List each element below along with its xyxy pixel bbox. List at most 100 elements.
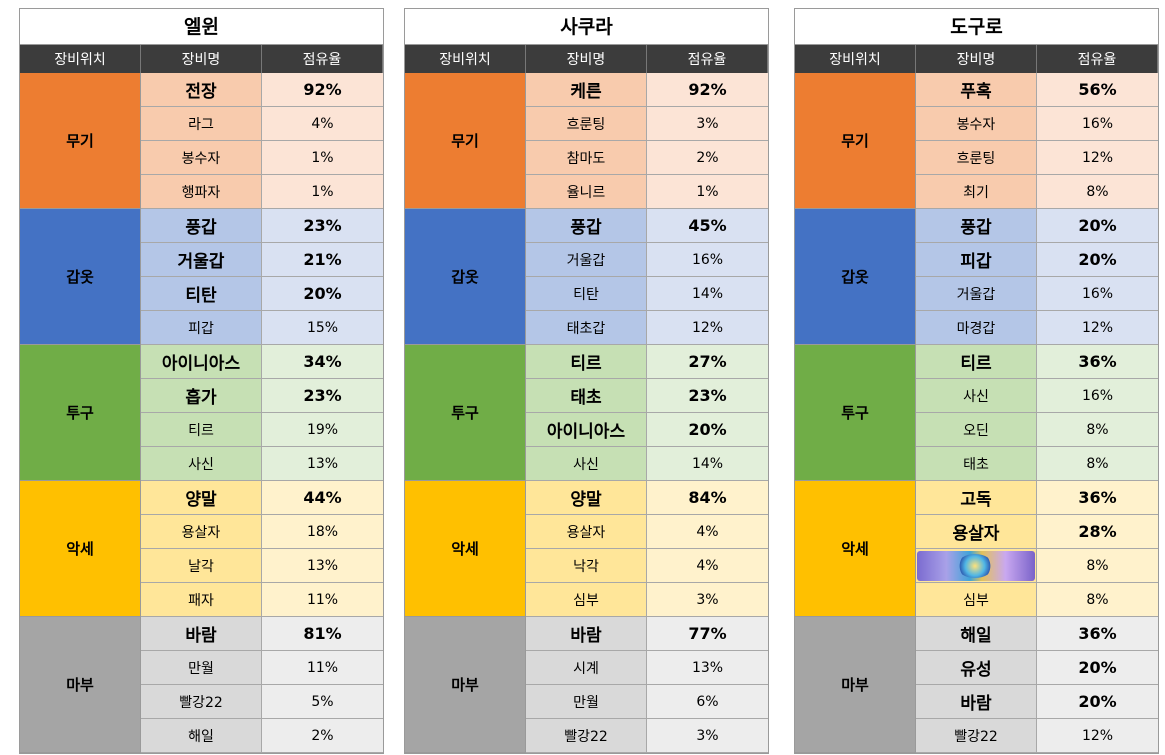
share-rate: 12% xyxy=(1037,311,1158,345)
item-name: 케른 xyxy=(526,73,647,107)
share-rate: 45% xyxy=(647,209,768,243)
header-slot: 장비위치 xyxy=(405,45,526,73)
slot-label: 투구 xyxy=(405,345,526,481)
header-item: 장비명 xyxy=(916,45,1037,73)
share-rate: 1% xyxy=(262,175,383,209)
share-rate: 16% xyxy=(1037,379,1158,413)
item-name: 태초갑 xyxy=(526,311,647,345)
item-name: 풍갑 xyxy=(526,209,647,243)
share-rate: 36% xyxy=(1037,617,1158,651)
item-name: 티르 xyxy=(916,345,1037,379)
item-name: 용살자 xyxy=(141,515,262,549)
share-rate: 14% xyxy=(647,277,768,311)
header-slot: 장비위치 xyxy=(795,45,916,73)
slot-label: 악세 xyxy=(795,481,916,617)
share-rate: 15% xyxy=(262,311,383,345)
share-rate: 11% xyxy=(262,651,383,685)
share-rate: 23% xyxy=(262,209,383,243)
item-name: 심부 xyxy=(916,583,1037,617)
share-rate: 20% xyxy=(1037,243,1158,277)
server-panel: 엘윈 장비위치 장비명 점유율 무기 전장 92% 라그 4% 봉수자 1% 행파자 1% 갑옷 풍갑 23%… xyxy=(19,8,384,754)
item-name: 흐룬팅 xyxy=(916,141,1037,175)
share-rate: 16% xyxy=(1037,277,1158,311)
item-name: 용살자 xyxy=(916,515,1037,549)
header-item: 장비명 xyxy=(526,45,647,73)
item-name: 낙각 xyxy=(526,549,647,583)
share-rate: 8% xyxy=(1037,447,1158,481)
item-name: 봉수자 xyxy=(916,107,1037,141)
slot-label: 갑옷 xyxy=(405,209,526,345)
item-name: 피갑 xyxy=(141,311,262,345)
share-rate: 3% xyxy=(647,107,768,141)
header-rate: 점유율 xyxy=(262,45,383,73)
slot-label: 악세 xyxy=(20,481,141,617)
item-name: 태초 xyxy=(916,447,1037,481)
item-name: 티르 xyxy=(141,413,262,447)
share-rate: 19% xyxy=(262,413,383,447)
header-rate: 점유율 xyxy=(1037,45,1158,73)
share-table: 장비위치 장비명 점유율 무기 푸혹 56% 봉수자 16% 흐룬팅 12% 최기 8% 갑옷 풍갑 20%… xyxy=(795,45,1158,753)
share-rate: 20% xyxy=(1037,209,1158,243)
share-rate: 4% xyxy=(262,107,383,141)
item-name: 봉수자 xyxy=(141,141,262,175)
share-rate: 13% xyxy=(262,447,383,481)
item-name: 바람 xyxy=(916,685,1037,719)
share-rate: 13% xyxy=(262,549,383,583)
share-rate: 44% xyxy=(262,481,383,515)
item-name: 사신 xyxy=(916,379,1037,413)
item-name: 바람 xyxy=(526,617,647,651)
slot-label: 투구 xyxy=(795,345,916,481)
item-name: 빨강22 xyxy=(141,685,262,719)
item-name: 거울갑 xyxy=(526,243,647,277)
server-panel: 사쿠라 장비위치 장비명 점유율 무기 케른 92% 흐룬팅 3% 참마도 2% 율니르 1% 갑옷 풍갑 4… xyxy=(404,8,769,754)
item-name: 패자 xyxy=(141,583,262,617)
share-table: 장비위치 장비명 점유율 무기 케른 92% 흐룬팅 3% 참마도 2% 율니르 1% 갑옷 풍갑 45% 거… xyxy=(405,45,768,753)
item-name xyxy=(916,549,1037,583)
share-rate: 8% xyxy=(1037,413,1158,447)
item-name: 티탄 xyxy=(141,277,262,311)
item-name: 날각 xyxy=(141,549,262,583)
item-name: 양말 xyxy=(141,481,262,515)
item-name: 만월 xyxy=(526,685,647,719)
panel-title: 사쿠라 xyxy=(405,9,768,45)
item-name: 흡가 xyxy=(141,379,262,413)
panel-title: 엘윈 xyxy=(20,9,383,45)
share-rate: 28% xyxy=(1037,515,1158,549)
item-name: 유성 xyxy=(916,651,1037,685)
share-rate: 36% xyxy=(1037,345,1158,379)
share-rate: 20% xyxy=(1037,651,1158,685)
item-name: 전장 xyxy=(141,73,262,107)
share-rate: 4% xyxy=(647,549,768,583)
share-rate: 2% xyxy=(262,719,383,753)
share-rate: 11% xyxy=(262,583,383,617)
share-rate: 84% xyxy=(647,481,768,515)
item-name: 용살자 xyxy=(526,515,647,549)
item-name: 아이니아스 xyxy=(526,413,647,447)
header-slot: 장비위치 xyxy=(20,45,141,73)
slot-label: 마부 xyxy=(20,617,141,753)
share-rate: 8% xyxy=(1037,583,1158,617)
gem-item-image xyxy=(917,550,1035,581)
share-rate: 92% xyxy=(647,73,768,107)
item-name: 사신 xyxy=(526,447,647,481)
item-name: 바람 xyxy=(141,617,262,651)
share-rate: 2% xyxy=(647,141,768,175)
share-rate: 20% xyxy=(262,277,383,311)
slot-label: 악세 xyxy=(405,481,526,617)
item-name: 심부 xyxy=(526,583,647,617)
share-rate: 1% xyxy=(262,141,383,175)
share-rate: 12% xyxy=(1037,719,1158,753)
share-rate: 3% xyxy=(647,583,768,617)
server-panel: 도구로 장비위치 장비명 점유율 무기 푸혹 56% 봉수자 16% 흐룬팅 12% 최기 8% 갑옷 풍갑… xyxy=(794,8,1159,754)
item-name: 해일 xyxy=(916,617,1037,651)
share-rate: 8% xyxy=(1037,549,1158,583)
share-rate: 4% xyxy=(647,515,768,549)
item-name: 만월 xyxy=(141,651,262,685)
item-name: 라그 xyxy=(141,107,262,141)
share-rate: 16% xyxy=(1037,107,1158,141)
share-rate: 36% xyxy=(1037,481,1158,515)
share-rate: 8% xyxy=(1037,175,1158,209)
share-rate: 20% xyxy=(647,413,768,447)
share-rate: 3% xyxy=(647,719,768,753)
share-rate: 12% xyxy=(647,311,768,345)
